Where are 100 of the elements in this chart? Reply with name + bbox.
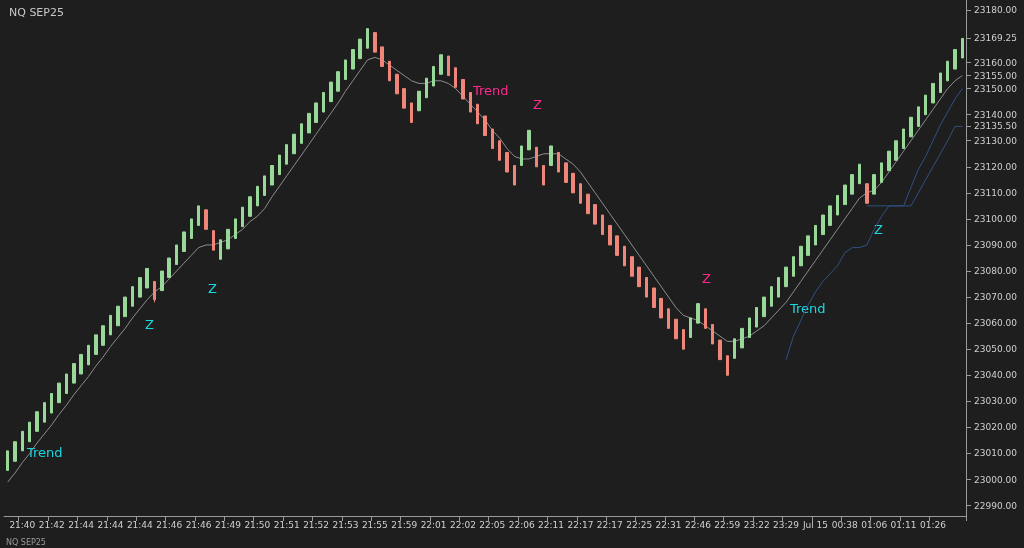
candlestick [256,185,259,207]
candlestick [755,307,758,328]
candlestick [615,235,619,256]
candlestick [182,231,186,252]
x-tick-label: 22:06 [508,519,535,530]
candlestick [557,151,560,173]
candlestick [43,402,46,423]
candlestick [21,430,24,452]
candlestick [358,38,362,60]
candlestick [939,72,942,94]
candlestick [953,49,957,70]
candlestick [726,355,729,376]
x-tick-label: 21:55 [361,519,388,530]
candlestick [527,129,531,151]
y-tick-label: 23180.00 [974,5,1018,16]
y-tick-label: 23050.00 [974,344,1018,355]
candlestick [351,49,355,70]
candlestick [740,327,744,349]
candlestick [718,339,722,361]
candlestick [571,172,575,194]
x-tick-label: 00:38 [831,519,859,530]
x-tick-label: 22:17 [596,519,623,530]
x-tick-label: 21:46 [185,519,212,530]
y-tick-label: 23010.00 [974,448,1018,459]
candlestick [931,82,935,104]
candlestick [373,32,377,53]
candlestick [278,154,281,176]
candlestick [586,193,590,215]
candlestick [138,277,142,298]
candlestick [13,441,17,462]
x-tick-label: 22:01 [420,519,447,530]
candlestick [417,90,421,112]
candlestick [263,175,266,196]
candlestick [300,123,303,144]
line-series [7,56,963,483]
candlestick [447,55,450,77]
x-tick-label: 21:53 [332,519,359,530]
x-tick-label: 21:46 [156,519,183,530]
x-tick-label: 22:11 [538,519,565,530]
candlestick [160,270,164,292]
candlestick [865,183,869,204]
y-tick-label: 22990.00 [974,500,1018,511]
candlestick [366,28,369,49]
y-tick-label: 23135.50 [974,121,1018,132]
candlestick [94,334,98,355]
candlestick [593,204,597,225]
x-tick-label: 21:42 [38,519,65,530]
candlestick [234,218,237,239]
annotation: Trend [472,83,509,98]
y-tick-label: 23020.00 [974,422,1018,433]
candlestick [762,296,766,318]
x-tick-label: 23:22 [743,519,770,530]
candlestick [652,287,656,309]
candlestick [880,162,883,183]
candlestick [454,67,457,88]
candlestick [872,174,876,195]
candlestick [579,183,582,204]
candlestick [329,81,333,103]
annotation: Trend [26,445,63,460]
candlestick [748,317,751,338]
y-tick-label: 23140.00 [974,109,1018,120]
candlestick [116,305,120,327]
candlestick [711,323,714,345]
candlestick [226,228,230,250]
candlestick [659,297,663,319]
annotation: Z [874,222,883,237]
candlestick [344,59,347,80]
candlestick [843,184,847,206]
y-tick-label: 23169.25 [974,33,1017,44]
x-tick-label: 21:52 [303,519,330,530]
candlestick [513,164,516,186]
candlestick [6,450,9,471]
candlestick [307,112,311,134]
candlestick [630,256,634,277]
candlestick [219,239,222,260]
candlestick [402,88,406,109]
candlestick [542,164,545,186]
candlestick [270,164,274,186]
candlestick [109,314,112,336]
candlestick [784,266,788,288]
candlestick [410,102,413,123]
candlestick [535,146,538,168]
candlestick [79,353,83,375]
candlestick [322,92,325,113]
y-tick-label: 23110.00 [974,187,1018,198]
candlestick [395,73,399,95]
y-tick-label: 23120.00 [974,161,1018,172]
candlestick [850,174,854,195]
x-tick-label: 21:40 [9,519,36,530]
annotation: Z [208,281,217,296]
y-tick-label: 23040.00 [974,370,1018,381]
candlestick [858,163,861,185]
candlestick [50,393,53,414]
candlestick [564,162,568,183]
candlestick [57,382,61,404]
candlestick [35,411,39,432]
candlestick [645,277,648,298]
candlestick [101,325,105,346]
annotation: Z [533,97,542,112]
x-tick-label: 22:17 [567,519,594,530]
